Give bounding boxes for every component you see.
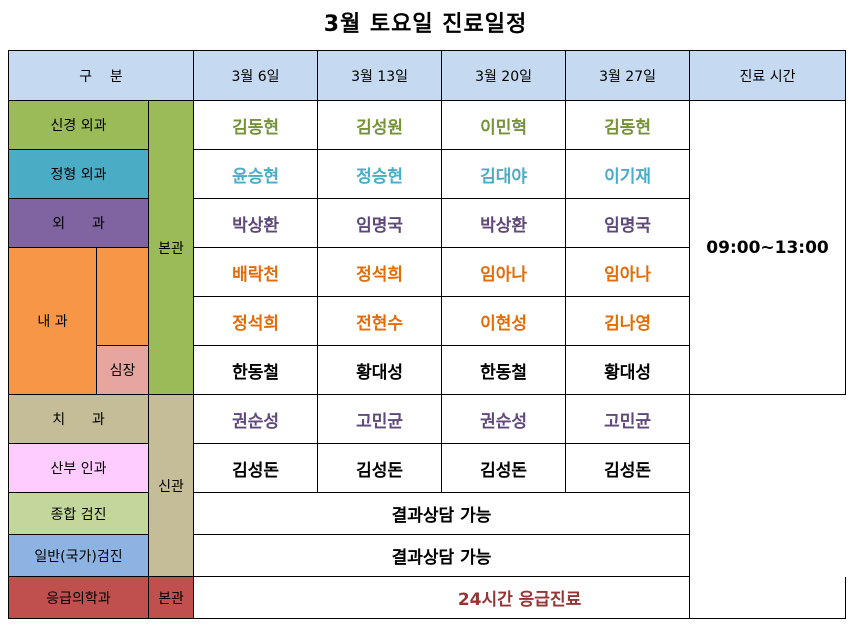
building-emergency: 본관 bbox=[147, 576, 195, 619]
doctor-cell: 이민혁 bbox=[441, 100, 567, 150]
date-header: 3월 13일 bbox=[317, 50, 443, 101]
doctor-cell: 김성원 bbox=[317, 100, 443, 150]
doctor-cell: 고민균 bbox=[317, 394, 443, 444]
department-national: 일반(국가)검진 bbox=[8, 534, 149, 577]
doctor-cell: 윤승현 bbox=[193, 149, 319, 199]
table-row: 외 과 박상환 임명국 박상환 임명국 bbox=[8, 198, 846, 248]
doctor-cell: 황대성 bbox=[565, 345, 691, 395]
department-obgyn: 산부 인과 bbox=[8, 443, 149, 493]
table-row: 산부 인과 김성돈 김성돈 김성돈 김성돈 bbox=[8, 443, 846, 493]
doctor-cell: 권순성 bbox=[441, 394, 567, 444]
doctor-cell: 정승현 bbox=[317, 149, 443, 199]
national-note: 결과상담 가능 bbox=[193, 534, 691, 577]
doctor-cell: 김나영 bbox=[565, 296, 691, 346]
doctor-cell: 김대야 bbox=[441, 149, 567, 199]
department-neuro: 신경 외과 bbox=[8, 100, 149, 150]
doctor-cell: 김성돈 bbox=[441, 443, 567, 493]
table-row: 신경 외과 본관 김동현 김성원 이민혁 김동현 09:00~13:00 bbox=[8, 100, 847, 395]
doctor-cell: 김성돈 bbox=[565, 443, 691, 493]
department-general: 외 과 bbox=[8, 198, 149, 248]
doctor-cell: 박상환 bbox=[441, 198, 567, 248]
table-row: 내 과 배락천 정석희 임아나 임아나 bbox=[8, 247, 846, 395]
table-row: 응급의학과 본관 24시간 응급진료 bbox=[8, 576, 847, 619]
table-row: 심장 한동철 황대성 한동철 황대성 bbox=[9, 345, 846, 395]
doctor-cell: 전현수 bbox=[317, 296, 443, 346]
doctor-cell: 김동현 bbox=[193, 100, 319, 150]
table-row: 치 과 신관 권순성 고민균 권순성 고민균 bbox=[8, 394, 846, 619]
table-row: 종합 검진 결과상담 가능 bbox=[8, 492, 846, 535]
doctor-cell: 배락천 bbox=[193, 247, 319, 297]
doctor-cell: 권순성 bbox=[193, 394, 319, 444]
header-row: 구 분 3월 6일 3월 13일 3월 20일 3월 27일 진료 시간 bbox=[7, 50, 847, 101]
doctor-cell: 정석희 bbox=[193, 296, 319, 346]
time-header: 진료 시간 bbox=[689, 50, 847, 101]
table-row: 정석희 전현수 이현성 김나영 bbox=[9, 296, 846, 346]
doctor-cell: 이기재 bbox=[565, 149, 691, 199]
date-header: 3월 20일 bbox=[441, 50, 567, 101]
department-dental: 치 과 bbox=[8, 394, 149, 444]
doctor-cell: 임아나 bbox=[441, 247, 567, 297]
internal-subcell bbox=[96, 247, 149, 346]
department-internal: 내 과 bbox=[8, 247, 97, 395]
date-header: 3월 27일 bbox=[565, 50, 691, 101]
table-row: 정형 외과 윤승현 정승현 김대야 이기재 bbox=[8, 149, 846, 199]
doctor-cell: 정석희 bbox=[317, 247, 443, 297]
doctor-cell: 고민균 bbox=[565, 394, 691, 444]
department-emergency: 응급의학과 bbox=[8, 576, 149, 619]
doctor-cell: 임아나 bbox=[565, 247, 691, 297]
schedule-table: 구 분 3월 6일 3월 13일 3월 20일 3월 27일 진료 시간 신경 … bbox=[7, 50, 847, 619]
building-main: 본관 bbox=[147, 100, 195, 395]
table-row: 일반(국가)검진 결과상담 가능 bbox=[8, 534, 846, 577]
doctor-cell: 황대성 bbox=[317, 345, 443, 395]
page-title: 3월 토요일 진료일정 bbox=[323, 12, 528, 37]
doctor-cell: 임명국 bbox=[317, 198, 443, 248]
category-header: 구 분 bbox=[7, 50, 195, 101]
doctor-cell: 한동철 bbox=[441, 345, 567, 395]
emergency-note: 24시간 응급진료 bbox=[193, 576, 847, 619]
department-health: 종합 검진 bbox=[8, 492, 149, 535]
doctor-cell: 김성돈 bbox=[193, 443, 319, 493]
doctor-cell: 한동철 bbox=[193, 345, 319, 395]
building-new: 신관 bbox=[147, 394, 195, 577]
clinic-hours: 09:00~13:00 bbox=[689, 100, 847, 395]
doctor-cell: 이현성 bbox=[441, 296, 567, 346]
doctor-cell: 김동현 bbox=[565, 100, 691, 150]
doctor-cell: 박상환 bbox=[193, 198, 319, 248]
department-cardio: 심장 bbox=[96, 345, 149, 395]
health-note: 결과상담 가능 bbox=[193, 492, 691, 535]
date-header: 3월 6일 bbox=[193, 50, 319, 101]
doctor-cell: 김성돈 bbox=[317, 443, 443, 493]
doctor-cell: 임명국 bbox=[565, 198, 691, 248]
department-ortho: 정형 외과 bbox=[8, 149, 149, 199]
